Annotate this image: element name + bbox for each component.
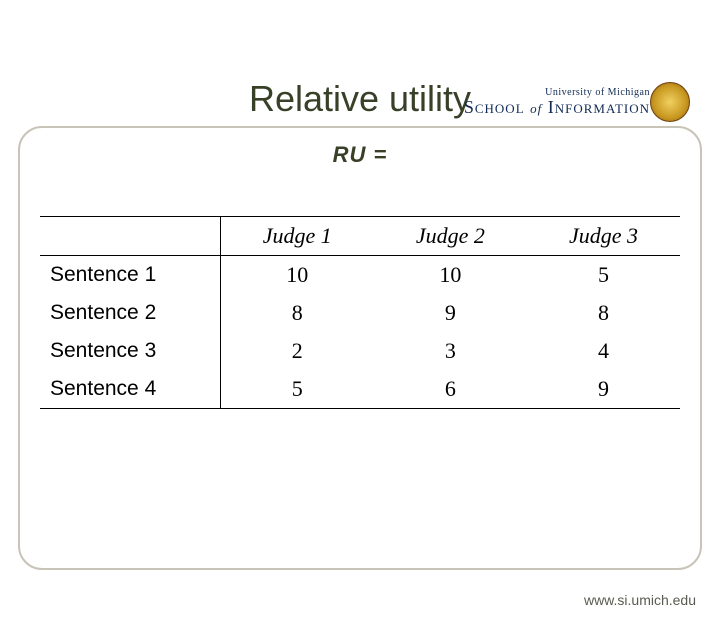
seal-icon (650, 82, 690, 122)
header-bar: University of Michigan School of Informa… (0, 78, 720, 126)
school-prefix: School (464, 97, 525, 117)
school-suffix: Information (548, 97, 650, 117)
footer-url: www.si.umich.edu (584, 592, 696, 608)
school-label: School of Information (464, 98, 650, 116)
school-of: of (530, 101, 542, 116)
header-text-block: University of Michigan School of Informa… (464, 88, 650, 116)
slide-frame (18, 126, 702, 570)
